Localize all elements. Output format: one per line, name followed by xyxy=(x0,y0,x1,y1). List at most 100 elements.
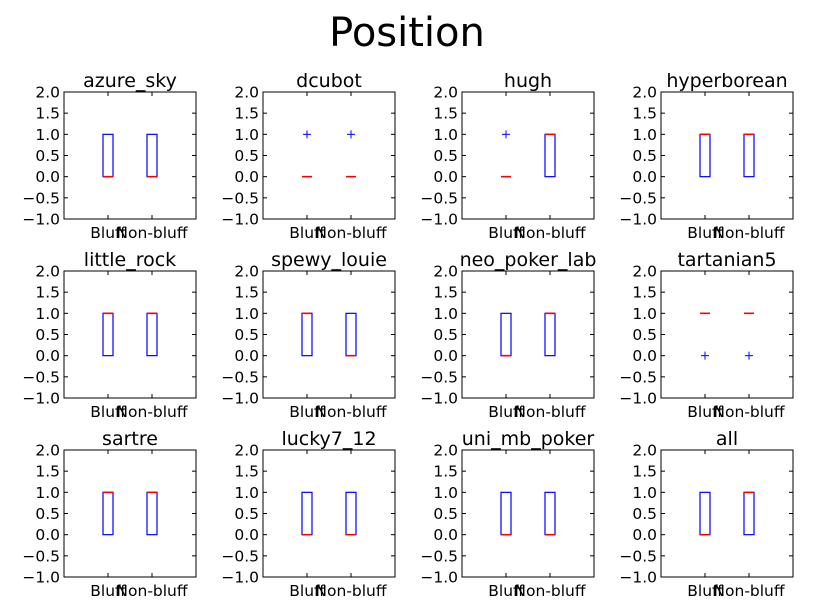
y-tick-label: −0.5 xyxy=(221,189,259,207)
box-non-bluff xyxy=(743,133,755,178)
y-tick-label: −0.5 xyxy=(420,189,458,207)
y-tick-label: 1.0 xyxy=(632,126,657,144)
y-tick-label: −1.0 xyxy=(221,390,259,408)
subplot-little-rock: little_rock 2.0 1.5 1.0 0.5 0.0 −0.5 −1.0 BluffN… xyxy=(22,249,197,421)
y-tick-label: 0.0 xyxy=(234,347,259,365)
y-tick-label: −0.5 xyxy=(619,547,657,565)
subplot-title: dcubot xyxy=(296,70,362,92)
y-tick-label: 0.5 xyxy=(234,147,259,165)
y-tick-label: −1.0 xyxy=(619,569,657,587)
y-tick-label: 0.0 xyxy=(35,168,60,186)
x-tick-label: Non-bluff xyxy=(713,224,784,242)
y-tick-label: 2.0 xyxy=(433,84,458,102)
axes-frame xyxy=(660,449,794,578)
y-tick-label: 2.0 xyxy=(234,442,259,460)
y-tick-label: 0.5 xyxy=(632,147,657,165)
subplot-title: spewy_louie xyxy=(271,249,387,271)
y-tick-label: 2.0 xyxy=(35,84,60,102)
y-tick-label: 1.5 xyxy=(433,284,458,302)
y-tick-label: 1.0 xyxy=(35,305,60,323)
x-tick-label: Non-bluff xyxy=(514,582,585,600)
x-tick-label: Non-bluff xyxy=(315,224,386,242)
y-tick-label: 0.0 xyxy=(632,168,657,186)
y-tick-label: −0.5 xyxy=(619,368,657,386)
y-tick-label: −1.0 xyxy=(22,569,60,587)
y-tick-label: −1.0 xyxy=(221,211,259,229)
box-non-bluff xyxy=(544,312,556,357)
x-tick-label: Bluff xyxy=(90,403,126,421)
y-tick-label: 1.5 xyxy=(35,284,60,302)
box-bluff xyxy=(699,133,711,178)
x-tick-label: Non-bluff xyxy=(514,403,585,421)
y-tick-label: 1.5 xyxy=(35,105,60,123)
box-bluff xyxy=(102,133,114,178)
y-tick-label: 0.5 xyxy=(433,326,458,344)
x-tick-label: Bluff xyxy=(90,224,126,242)
subplot-title: all xyxy=(716,428,738,450)
x-tick-label: Bluff xyxy=(289,224,325,242)
subplot-title: uni_mb_poker xyxy=(462,428,595,450)
y-tick-label: 0.0 xyxy=(632,347,657,365)
axes-frame xyxy=(63,270,197,399)
y-tick-label: 1.5 xyxy=(234,284,259,302)
y-tick-label: −0.5 xyxy=(22,547,60,565)
y-tick-label: 0.5 xyxy=(433,505,458,523)
box-bluff xyxy=(102,491,114,536)
y-tick-label: 1.0 xyxy=(35,126,60,144)
x-tick-label: Non-bluff xyxy=(713,582,784,600)
axes-frame xyxy=(461,270,595,399)
x-tick-label: Bluff xyxy=(488,224,524,242)
subplot-title: hugh xyxy=(504,70,552,92)
y-tick-label: 1.0 xyxy=(35,484,60,502)
box-non-bluff xyxy=(146,312,158,357)
subplot-azure-sky: azure_sky 2.0 1.5 1.0 0.5 0.0 −0.5 −1.0 BluffNon… xyxy=(22,70,197,242)
y-tick-label: 2.0 xyxy=(632,84,657,102)
y-tick-label: 0.5 xyxy=(234,505,259,523)
y-tick-label: 0.0 xyxy=(35,526,60,544)
y-tick-label: 1.0 xyxy=(632,305,657,323)
y-tick-label: 1.5 xyxy=(234,463,259,481)
x-tick-label: Non-bluff xyxy=(713,403,784,421)
axes-frame xyxy=(262,449,396,578)
figure-title: Position xyxy=(329,10,485,56)
y-tick-label: 0.0 xyxy=(433,347,458,365)
box-bluff xyxy=(102,312,114,357)
subplot-title: hyperborean xyxy=(666,70,787,92)
y-tick-label: 0.5 xyxy=(234,326,259,344)
box-non-bluff xyxy=(345,312,357,357)
x-tick-label: Non-bluff xyxy=(315,403,386,421)
axes-frame xyxy=(660,91,794,220)
subplot-title: neo_poker_lab xyxy=(460,249,597,271)
y-tick-label: 0.0 xyxy=(632,526,657,544)
y-tick-label: −0.5 xyxy=(420,368,458,386)
y-tick-label: 1.0 xyxy=(433,484,458,502)
x-tick-label: Bluff xyxy=(687,403,723,421)
subplot-spewy-louie: spewy_louie 2.0 1.5 1.0 0.5 0.0 −0.5 −1.0 BluffN… xyxy=(221,249,396,421)
subplot-dcubot: dcubot 2.0 1.5 1.0 0.5 0.0 −0.5 −1.0 BluffNon-bl… xyxy=(221,70,396,242)
axes-frame xyxy=(262,270,396,399)
subplot-lucky7-12: lucky7_12 2.0 1.5 1.0 0.5 0.0 −0.5 −1.0 BluffNon… xyxy=(221,428,396,600)
y-tick-label: −1.0 xyxy=(420,569,458,587)
y-tick-label: 0.0 xyxy=(234,168,259,186)
y-tick-label: −0.5 xyxy=(221,547,259,565)
subplot-title: azure_sky xyxy=(83,70,177,92)
y-tick-label: −1.0 xyxy=(619,211,657,229)
y-tick-label: 1.5 xyxy=(35,463,60,481)
x-tick-label: Non-bluff xyxy=(116,224,187,242)
box-non-bluff xyxy=(345,491,357,536)
y-tick-label: 0.5 xyxy=(433,147,458,165)
y-tick-label: −0.5 xyxy=(619,189,657,207)
y-tick-label: 2.0 xyxy=(433,263,458,281)
y-tick-label: 0.0 xyxy=(35,347,60,365)
x-tick-label: Non-bluff xyxy=(116,582,187,600)
x-tick-label: Bluff xyxy=(488,403,524,421)
box-non-bluff xyxy=(146,133,158,178)
y-tick-label: 1.0 xyxy=(632,484,657,502)
y-tick-label: 1.0 xyxy=(234,484,259,502)
y-tick-label: −1.0 xyxy=(22,390,60,408)
x-tick-label: Bluff xyxy=(90,582,126,600)
x-tick-label: Bluff xyxy=(488,582,524,600)
